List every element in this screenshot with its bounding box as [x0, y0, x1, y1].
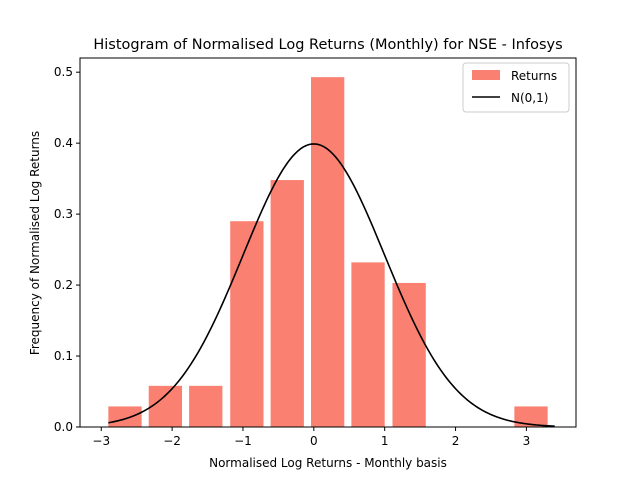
x-tick-label: 1	[381, 434, 389, 448]
histogram-bar-5	[310, 77, 345, 428]
y-tick-label: 0.5	[54, 65, 73, 79]
curve-group	[108, 143, 555, 427]
x-tick-label: 0	[310, 434, 318, 448]
x-tick-label: −1	[234, 434, 252, 448]
x-tick-label: −3	[92, 434, 110, 448]
x-axis-ticks: −3 −2 −1 0 1 2 3	[92, 427, 530, 448]
legend-swatch-returns	[472, 70, 500, 80]
histogram-bar-1	[148, 385, 183, 427]
y-tick-label: 0.1	[54, 349, 73, 363]
chart-title: Histogram of Normalised Log Returns (Mon…	[93, 37, 562, 53]
legend-label-returns: Returns	[511, 69, 557, 83]
y-tick-label: 0.4	[54, 136, 73, 150]
histogram-bar-4	[270, 180, 304, 427]
x-axis-label: Normalised Log Returns - Monthly basis	[209, 456, 447, 470]
y-tick-label: 0.2	[54, 278, 73, 292]
x-tick-label: 2	[452, 434, 460, 448]
y-tick-label: 0.3	[54, 207, 73, 221]
y-axis-label: Frequency of Normalised Log Returns	[28, 131, 42, 355]
legend: Returns N(0,1)	[462, 62, 570, 113]
histogram-bar-6	[351, 262, 385, 427]
axes-frame	[79, 57, 577, 428]
y-tick-label: 0.0	[54, 420, 73, 434]
normal-distribution-curve	[108, 143, 555, 427]
legend-label-normal: N(0,1)	[511, 91, 548, 105]
histogram-bar-2	[189, 385, 223, 427]
histogram-bar-10	[514, 406, 548, 427]
histogram-bar-0	[108, 406, 142, 427]
bars-group	[108, 77, 548, 428]
histogram-bar-3	[230, 221, 264, 427]
x-tick-label: 3	[523, 434, 531, 448]
x-tick-label: −2	[163, 434, 181, 448]
y-axis-ticks: 0.0 0.1 0.2 0.3 0.4 0.5	[54, 65, 80, 434]
histogram-bar-7	[392, 282, 426, 427]
